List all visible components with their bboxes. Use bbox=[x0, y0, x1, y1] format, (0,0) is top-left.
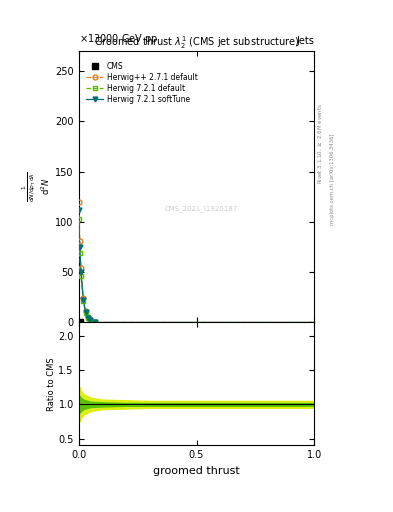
Text: $\times$13000 GeV pp: $\times$13000 GeV pp bbox=[79, 32, 158, 46]
Y-axis label: $\frac{1}{\mathrm{d}N / \mathrm{d}p_\mathrm{T}\,\mathrm{d}\lambda}$
$\mathrm{d}^: $\frac{1}{\mathrm{d}N / \mathrm{d}p_\mat… bbox=[21, 172, 52, 202]
Y-axis label: Ratio to CMS: Ratio to CMS bbox=[47, 357, 55, 411]
X-axis label: groomed thrust: groomed thrust bbox=[153, 466, 240, 476]
Text: mcplots.cern.ch [arXiv:1306.3436]: mcplots.cern.ch [arXiv:1306.3436] bbox=[330, 134, 334, 225]
Text: Jets: Jets bbox=[297, 36, 314, 46]
Legend: CMS, Herwig++ 2.7.1 default, Herwig 7.2.1 default, Herwig 7.2.1 softTune: CMS, Herwig++ 2.7.1 default, Herwig 7.2.… bbox=[85, 60, 199, 105]
Text: Rivet 3.1.10, $\geq$ 2.6M events: Rivet 3.1.10, $\geq$ 2.6M events bbox=[316, 103, 324, 184]
Title: Groomed thrust $\lambda_2^1$ (CMS jet substructure): Groomed thrust $\lambda_2^1$ (CMS jet su… bbox=[94, 34, 299, 51]
Text: CMS_2021_I1920187: CMS_2021_I1920187 bbox=[165, 205, 238, 212]
